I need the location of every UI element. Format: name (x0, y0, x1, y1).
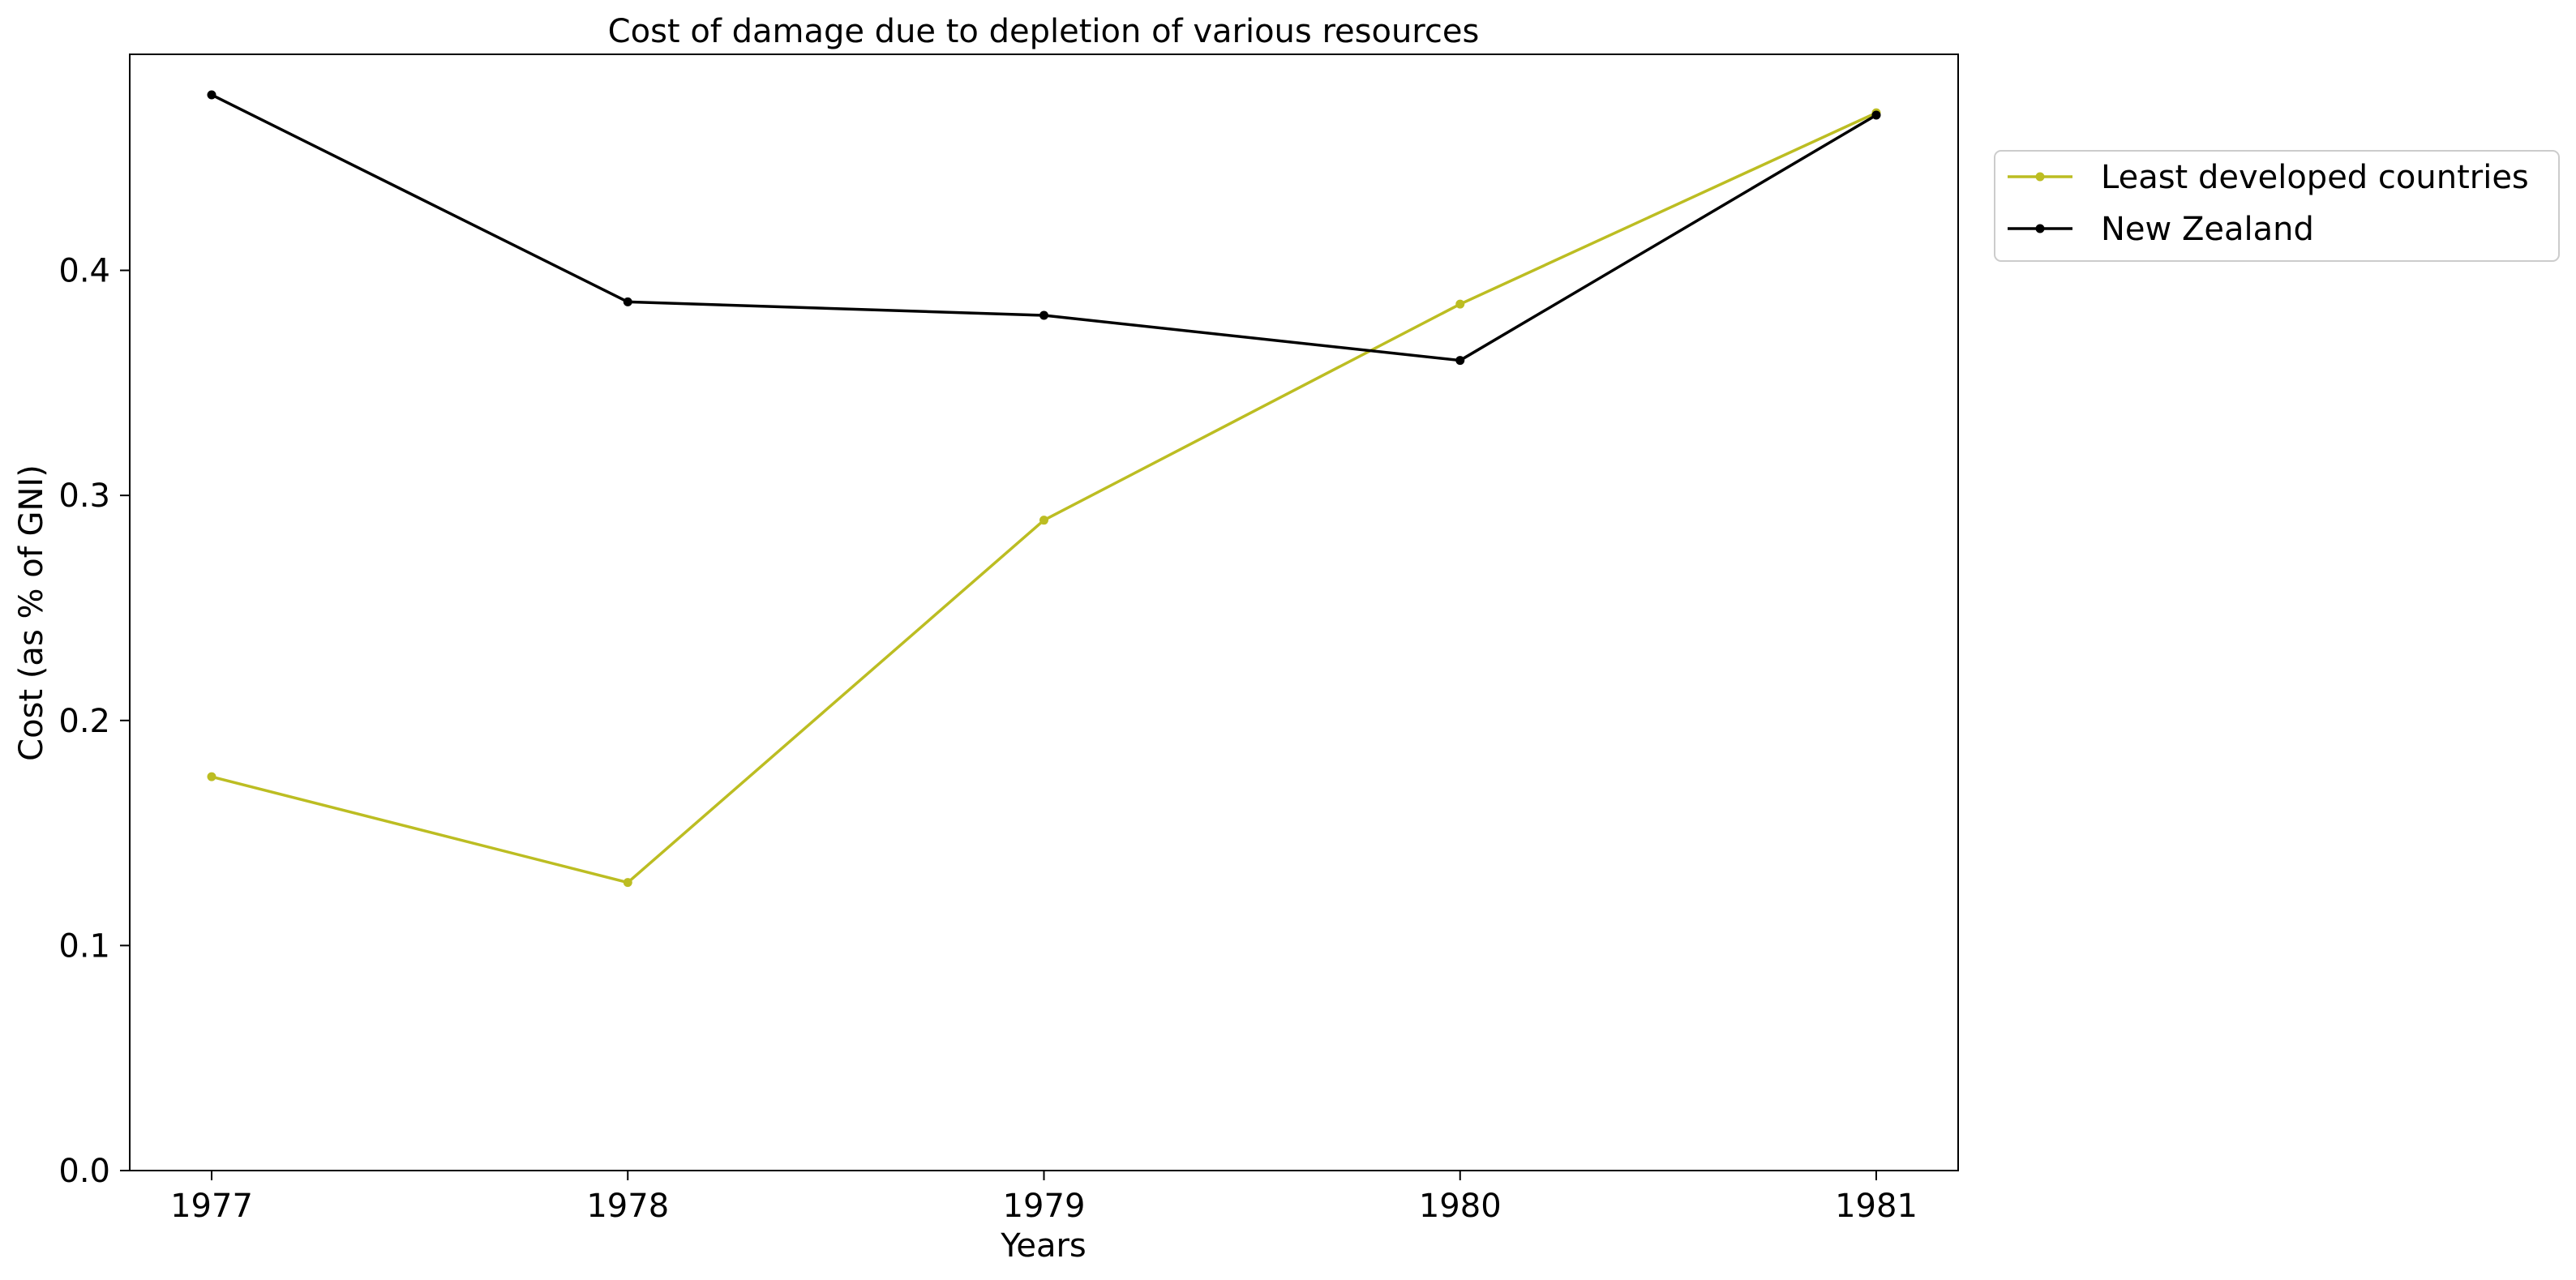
data-point (1039, 516, 1048, 525)
y-axis-label: Cost (as % of GNI) (13, 464, 50, 761)
y-tick-label: 0.2 (58, 703, 110, 740)
legend-swatch-marker (2035, 224, 2045, 233)
x-tick-label: 1979 (1003, 1188, 1086, 1225)
x-tick-label: 1978 (586, 1188, 669, 1225)
chart-title: Cost of damage due to depletion of vario… (608, 13, 1480, 50)
x-tick-label: 1977 (170, 1188, 253, 1225)
data-point (623, 878, 632, 888)
series-group (207, 90, 1881, 366)
legend-swatch-marker (2035, 172, 2045, 182)
data-point (1455, 299, 1465, 309)
legend: Least developed countries New Zealand (1994, 150, 2560, 262)
data-point (1455, 356, 1465, 366)
legend-label: New Zealand (2101, 211, 2314, 248)
x-tick-label: 1981 (1835, 1188, 1918, 1225)
data-point (1039, 310, 1048, 320)
data-point (207, 90, 216, 100)
x-axis: 1977 1978 1979 1980 1981 (170, 1171, 1918, 1225)
x-axis-label: Years (1000, 1227, 1087, 1265)
y-tick-label: 0.0 (58, 1153, 110, 1190)
x-tick-label: 1980 (1419, 1188, 1502, 1225)
data-point (1871, 110, 1881, 120)
data-point (623, 297, 632, 306)
y-axis: 0.0 0.1 0.2 0.3 0.4 (58, 253, 130, 1190)
y-tick-label: 0.1 (58, 927, 110, 965)
y-tick-label: 0.3 (58, 477, 110, 515)
legend-box (1994, 150, 2560, 262)
series-layer (207, 90, 1881, 888)
legend-label: Least developed countries (2101, 159, 2529, 196)
data-point (207, 772, 216, 781)
y-tick-label: 0.4 (58, 253, 110, 290)
